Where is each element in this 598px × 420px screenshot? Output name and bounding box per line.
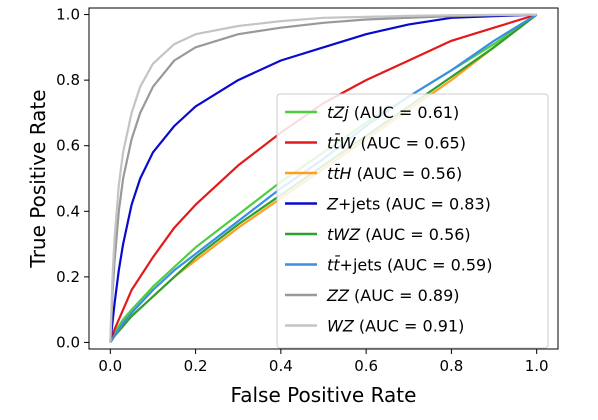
legend-entry-process: tZj	[327, 103, 349, 122]
legend-entry-auc: +jets (AUC = 0.83)	[338, 195, 491, 214]
plot-frame	[88, 7, 559, 350]
legend: tZj (AUC = 0.61)tt̄W (AUC = 0.65)tt̄H (A…	[276, 93, 549, 349]
legend-entry-auc: (AUC = 0.56)	[360, 225, 471, 244]
y-tick-label: 1.0	[56, 6, 80, 24]
x-tick-label: 0.2	[184, 357, 208, 375]
legend-entry: Z+jets (AUC = 0.83)	[326, 195, 491, 214]
legend-entry: WZ (AUC = 0.91)	[327, 317, 464, 336]
legend-entry-process: tt̄W	[327, 134, 357, 153]
x-axis-label: False Positive Rate	[231, 383, 417, 407]
y-tick-label: 0.4	[56, 202, 80, 220]
legend-box	[276, 93, 549, 349]
legend-entry-auc: (AUC = 0.89)	[349, 286, 460, 305]
legend-entry-process: tt̄H	[327, 164, 352, 183]
y-tick-label: 0.0	[56, 333, 80, 351]
series-line-6	[109, 13, 537, 343]
series-line-5	[109, 13, 538, 344]
y-axis-label: True Positive Rate	[26, 89, 50, 268]
x-tick-label: 1.0	[525, 357, 549, 375]
x-tick-label: 0.6	[354, 357, 378, 375]
legend-entry-process: WZ	[327, 317, 355, 336]
legend-entry: tt̄W (AUC = 0.65)	[327, 134, 466, 153]
x-axis: 0.0 0.2 0.4 0.6 0.8 1.0	[98, 349, 549, 375]
legend-entry: tt̄H (AUC = 0.56)	[327, 164, 462, 183]
x-tick-label: 0.0	[98, 357, 122, 375]
x-tick-label: 0.8	[439, 357, 463, 375]
series-line-3	[109, 13, 537, 343]
series-line-7	[109, 13, 537, 343]
legend-entry-process: tt̄	[327, 256, 340, 275]
legend-entry-auc: (AUC = 0.56)	[352, 164, 463, 183]
x-tick-label: 0.4	[269, 357, 293, 375]
legend-entry: tWZ (AUC = 0.56)	[327, 225, 471, 244]
legend-entry-auc: +jets (AUC = 0.59)	[340, 256, 493, 275]
y-tick-label: 0.2	[56, 268, 80, 286]
legend-items: tZj (AUC = 0.61)tt̄W (AUC = 0.65)tt̄H (A…	[285, 103, 492, 336]
legend-entry-auc: (AUC = 0.61)	[349, 103, 460, 122]
y-tick-label: 0.6	[56, 137, 80, 155]
series-line-4	[109, 13, 538, 344]
series-layer	[109, 13, 538, 344]
legend-entry: tZj (AUC = 0.61)	[327, 103, 459, 122]
legend-entry: tt̄+jets (AUC = 0.59)	[327, 256, 492, 275]
legend-entry-auc: (AUC = 0.91)	[354, 317, 465, 336]
legend-entry-auc: (AUC = 0.65)	[355, 134, 466, 153]
legend-entry: ZZ (AUC = 0.89)	[326, 286, 460, 305]
y-tick-label: 0.8	[56, 71, 80, 89]
legend-entry-process: Z	[326, 195, 339, 214]
series-line-1	[109, 13, 538, 343]
y-axis: 0.0 0.2 0.4 0.6 0.8 1.0	[56, 6, 89, 351]
legend-entry-process: tWZ	[327, 225, 361, 244]
legend-entry-process: ZZ	[326, 286, 350, 305]
